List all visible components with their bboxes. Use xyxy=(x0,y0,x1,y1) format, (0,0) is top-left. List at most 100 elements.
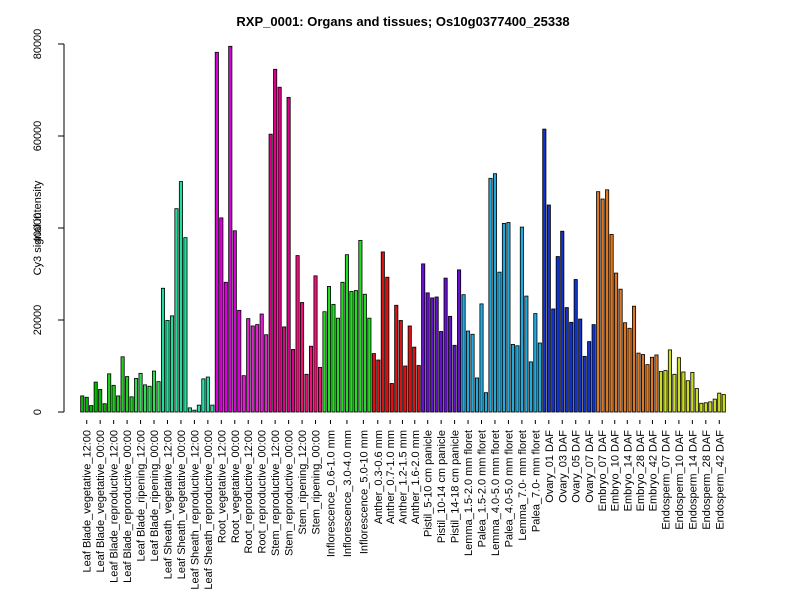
bar xyxy=(367,317,372,413)
x-tick-label: Pistil_10-14 cm panicle xyxy=(436,430,448,543)
bar xyxy=(703,402,708,413)
y-tick-label: 80000 xyxy=(32,29,44,60)
x-tick-label: Embryo_28 DAF xyxy=(635,430,647,512)
bar xyxy=(205,376,210,413)
bar xyxy=(434,296,439,413)
bar xyxy=(694,388,699,413)
x-tick-label: Endosperm_07 DAF xyxy=(660,430,672,530)
x-tick-label: Ovary_01 DAF xyxy=(544,430,556,503)
bar xyxy=(466,330,471,413)
chart-title: RXP_0001: Organs and tissues; Os10g03774… xyxy=(236,14,569,29)
bar xyxy=(102,403,107,413)
bar xyxy=(443,277,448,413)
bar xyxy=(259,313,264,413)
bar xyxy=(421,263,426,413)
x-tick-label: Stem_ripening_12:00 xyxy=(297,430,309,535)
y-tick-label: 0 xyxy=(32,409,44,415)
x-tick-label: Ovary_07 DAF xyxy=(584,430,596,503)
x-tick-labels: Leaf Blade_vegetative_12:00 Leaf Blade_ve… xyxy=(82,420,726,590)
bar xyxy=(241,375,246,413)
x-tick-label: Anther_0.3-0.6 mm xyxy=(373,430,385,524)
bar xyxy=(156,381,161,413)
bar xyxy=(506,222,511,413)
x-tick-label: Pistil_5-10 cm panicle xyxy=(423,430,435,537)
bar xyxy=(488,177,493,413)
bar xyxy=(344,254,349,413)
x-tick-label: Leaf Blade_vegetative_12:00 xyxy=(82,430,94,573)
bar xyxy=(398,320,403,413)
x-tick-label: Lemma_1.5-2.0 mm floret xyxy=(463,430,475,556)
bar xyxy=(573,279,578,413)
bar xyxy=(169,315,174,413)
bar xyxy=(609,234,614,413)
bar xyxy=(219,217,224,413)
bar xyxy=(712,398,717,413)
bar xyxy=(80,395,85,413)
bar xyxy=(394,304,399,413)
bar xyxy=(510,343,515,413)
bar xyxy=(475,377,480,413)
bar xyxy=(362,293,367,413)
bar xyxy=(528,361,533,413)
bar xyxy=(268,133,273,413)
bar xyxy=(627,327,632,413)
bar xyxy=(501,222,506,413)
y-axis-title: Cy3 signal intensity xyxy=(32,180,44,275)
bar xyxy=(304,373,309,413)
bar xyxy=(452,344,457,413)
bar xyxy=(291,349,296,413)
bar xyxy=(403,365,408,413)
bar xyxy=(524,295,529,413)
bar xyxy=(214,51,219,413)
x-tick-label: Embryo_42 DAF xyxy=(647,430,659,512)
bar xyxy=(349,291,354,413)
y-tick-label: 40000 xyxy=(32,213,44,244)
bar xyxy=(654,354,659,413)
bar xyxy=(658,371,663,413)
x-tick-label: Endosperm_42 DAF xyxy=(714,430,726,530)
x-tick-label: Stem_reproductive_12:00 xyxy=(270,430,282,556)
bar xyxy=(138,372,143,413)
x-tick-label: Leaf Blade_ripening_12:00 xyxy=(136,430,148,562)
bar xyxy=(183,237,188,413)
x-tick-label: Inflorescence_3.0-4.0 mm xyxy=(342,430,354,557)
bar xyxy=(300,302,305,413)
y-tick-label: 60000 xyxy=(32,121,44,152)
bar xyxy=(649,356,654,413)
bar xyxy=(560,230,565,413)
bar xyxy=(412,346,417,413)
bar xyxy=(546,204,551,413)
bar xyxy=(178,181,183,413)
bar xyxy=(717,392,722,413)
bar xyxy=(708,401,713,413)
x-tick-label: Ovary_03 DAF xyxy=(557,430,569,503)
x-tick-label: Ovary_05 DAF xyxy=(571,430,583,503)
bar xyxy=(313,275,318,413)
bar xyxy=(98,389,103,413)
x-tick-label: Leaf Sheath_reproductive_12:00 xyxy=(189,430,201,590)
x-tick-label: Leaf Blade_reproductive_00:00 xyxy=(122,430,134,583)
bar xyxy=(143,384,148,413)
bar xyxy=(250,325,255,413)
bar xyxy=(331,303,336,413)
bar xyxy=(84,396,89,413)
bar xyxy=(483,392,489,413)
bar xyxy=(255,324,260,413)
bar xyxy=(587,341,592,413)
y-axis: 0 20000 40000 60000 80000 xyxy=(32,29,65,415)
bar xyxy=(160,287,166,413)
bar xyxy=(569,321,574,413)
bar xyxy=(497,271,502,413)
x-tick-label: Root_vegetative_12:00 xyxy=(216,430,228,543)
x-tick-label: Palea_4.0-5.0 mm floret xyxy=(503,430,515,547)
bar xyxy=(479,303,484,413)
bar xyxy=(645,364,650,413)
x-tick-label: Anther_1.6-2.0 mm xyxy=(410,430,422,524)
bar xyxy=(385,276,390,413)
x-tick-label: Stem_ripening_00:00 xyxy=(311,430,323,535)
bar xyxy=(555,256,560,413)
bar xyxy=(721,394,726,413)
bar xyxy=(618,288,623,413)
bar xyxy=(340,281,345,413)
bar xyxy=(632,305,637,413)
